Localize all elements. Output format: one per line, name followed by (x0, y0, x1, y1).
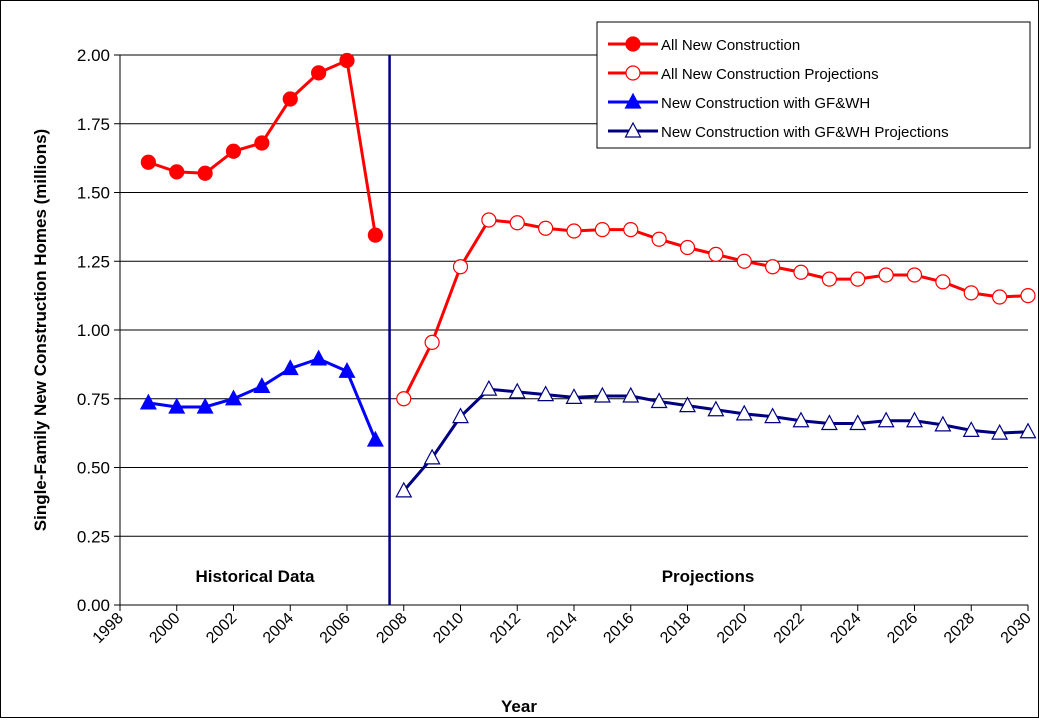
legend-label: All New Construction (661, 37, 800, 54)
point (508, 382, 526, 399)
point (168, 397, 186, 414)
y-tick-label: 1.50 (77, 184, 110, 203)
point (594, 222, 610, 238)
point (878, 267, 894, 283)
point (764, 407, 782, 424)
point (792, 411, 810, 428)
legend-label: New Construction with GF&WH Projections (661, 124, 949, 141)
y-tick-label: 0.50 (77, 459, 110, 478)
point (849, 414, 867, 431)
point (395, 481, 413, 498)
point (338, 361, 356, 378)
point (651, 231, 667, 247)
point (196, 397, 214, 414)
point (735, 404, 753, 421)
point (509, 215, 525, 231)
point (707, 400, 725, 417)
point (679, 239, 696, 256)
point (537, 385, 555, 402)
legend-label: New Construction with GF&WH (661, 95, 870, 112)
legend-marker (624, 121, 642, 138)
y-tick-label: 1.00 (77, 321, 110, 340)
legend-label: All New Construction Projections (661, 66, 879, 83)
point (281, 359, 299, 376)
annotation: Historical Data (195, 567, 315, 586)
point (424, 334, 440, 350)
point (934, 415, 952, 432)
legend-box (596, 21, 1031, 149)
point (1019, 422, 1037, 439)
legend: All New Construction All New Construction… (596, 21, 1031, 149)
legend-marker (624, 92, 642, 109)
point (850, 271, 866, 287)
point (339, 52, 355, 69)
y-axis-title: Single-Family New Construction Homes (mi… (31, 129, 50, 531)
point (310, 349, 328, 366)
legend-marker (625, 65, 641, 81)
legend-marker (625, 36, 641, 52)
point (311, 65, 327, 81)
point (650, 392, 668, 409)
point (140, 154, 156, 170)
point (992, 289, 1008, 305)
point (225, 143, 242, 159)
point (565, 388, 583, 404)
point (678, 396, 697, 413)
point (224, 389, 243, 406)
annotation: Projections (662, 567, 755, 586)
point (197, 165, 213, 181)
point (708, 246, 724, 262)
point (905, 411, 924, 428)
point (820, 414, 838, 431)
point (906, 267, 923, 283)
y-tick-label: 1.75 (77, 115, 110, 134)
point (282, 91, 298, 107)
point (452, 259, 469, 275)
point (736, 253, 752, 269)
point (139, 393, 157, 410)
point (623, 222, 639, 238)
point (962, 421, 980, 437)
y-tick-label: 0.75 (77, 390, 110, 409)
point (423, 448, 441, 465)
point (877, 411, 895, 428)
point (793, 264, 809, 280)
y-tick-label: 0.00 (77, 596, 110, 615)
x-axis-title: Year (501, 697, 537, 716)
point (254, 135, 270, 151)
point (935, 274, 951, 290)
point (593, 386, 611, 403)
point (396, 391, 412, 407)
point (991, 423, 1009, 440)
point (451, 407, 470, 424)
point (821, 271, 837, 287)
y-tick-label: 2.00 (77, 46, 110, 65)
point (538, 220, 554, 236)
point (480, 379, 498, 396)
point (622, 386, 640, 403)
point (481, 212, 497, 228)
y-tick-label: 0.25 (77, 527, 110, 546)
point (1020, 288, 1036, 304)
point (169, 164, 185, 180)
point (566, 223, 582, 239)
point (367, 227, 383, 243)
point (253, 377, 271, 393)
y-tick-label: 1.25 (77, 252, 110, 271)
point (366, 430, 384, 447)
point (963, 285, 979, 301)
point (765, 259, 781, 275)
